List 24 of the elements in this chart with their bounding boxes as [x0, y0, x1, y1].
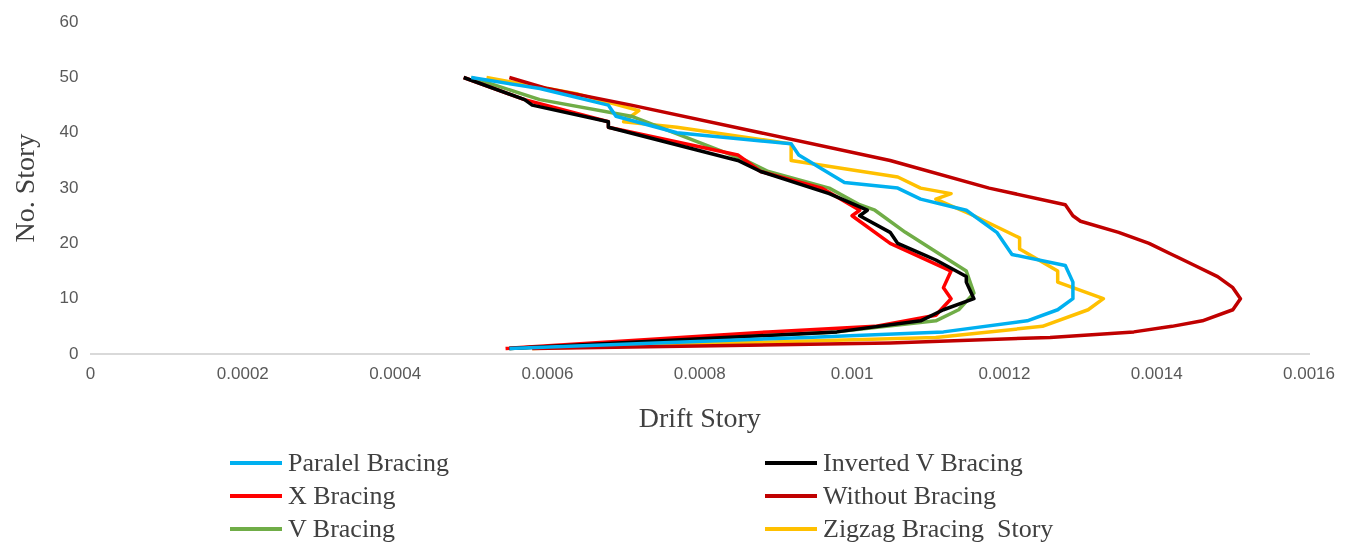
x-tick-label: 0.0006 — [521, 363, 574, 383]
legend-label: Zigzag Bracing Story — [823, 513, 1054, 544]
y-tick-label: 30 — [59, 177, 79, 197]
y-tick-label: 10 — [59, 288, 79, 308]
x-tick-label: 0 — [85, 363, 96, 383]
legend-label: Paralel Bracing — [288, 447, 449, 478]
x-tick-label: 0.0002 — [216, 363, 269, 383]
y-tick-label: 0 — [69, 343, 79, 363]
y-tick-label: 50 — [59, 67, 79, 87]
x-tick-label: 0.001 — [830, 363, 874, 383]
y-tick-label: 40 — [59, 122, 79, 142]
legend-label: X Bracing — [288, 480, 396, 511]
x-tick-label: 0.0004 — [369, 363, 422, 383]
x-tick-label: 0.0012 — [978, 363, 1031, 383]
legend-label: Inverted V Bracing — [823, 447, 1023, 478]
y-tick-label: 20 — [59, 233, 79, 253]
x-axis-title: Drift Story — [638, 401, 761, 433]
y-axis-title: No. Story — [9, 133, 41, 243]
legend-label: V Bracing — [288, 513, 396, 544]
legend-label: Without Bracing — [823, 480, 996, 511]
x-tick-label: 0.0016 — [1283, 363, 1335, 383]
x-tick-label: 0.0014 — [1130, 363, 1183, 383]
x-tick-label: 0.0008 — [673, 363, 726, 383]
y-tick-label: 60 — [59, 11, 79, 31]
